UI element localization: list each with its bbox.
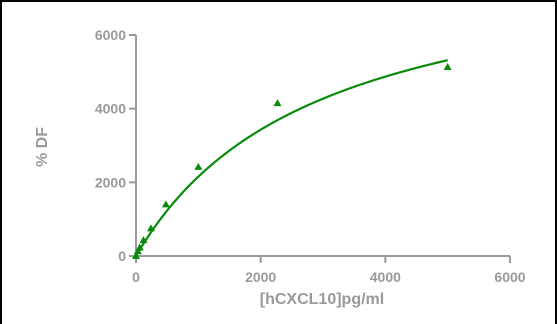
y-axis-title: % DF bbox=[34, 127, 51, 167]
fit-curve-layer bbox=[135, 59, 448, 257]
x-tick-label: 2000 bbox=[245, 269, 276, 285]
data-point bbox=[273, 99, 282, 107]
y-tick-label: 0 bbox=[118, 248, 126, 264]
fit-curve bbox=[135, 59, 448, 257]
data-point bbox=[135, 243, 144, 251]
data-point bbox=[139, 236, 148, 244]
x-tick-label: 0 bbox=[132, 269, 140, 285]
data-points bbox=[132, 63, 452, 259]
y-tick-label: 4000 bbox=[95, 101, 126, 117]
x-tick-label: 6000 bbox=[494, 269, 525, 285]
data-point bbox=[133, 247, 142, 255]
x-tick-label: 4000 bbox=[370, 269, 401, 285]
data-point bbox=[194, 162, 203, 170]
x-ticks: 0 2000 4000 6000 bbox=[132, 256, 526, 285]
data-point bbox=[146, 224, 155, 232]
data-point bbox=[132, 252, 140, 259]
axes bbox=[135, 35, 510, 257]
x-axis-title: [hCXCL10]pg/ml bbox=[260, 291, 384, 308]
data-point bbox=[443, 63, 452, 71]
y-ticks: 0 2000 4000 6000 bbox=[95, 27, 136, 264]
data-point bbox=[161, 200, 170, 208]
y-tick-label: 2000 bbox=[95, 174, 126, 190]
y-tick-label: 6000 bbox=[95, 27, 126, 43]
